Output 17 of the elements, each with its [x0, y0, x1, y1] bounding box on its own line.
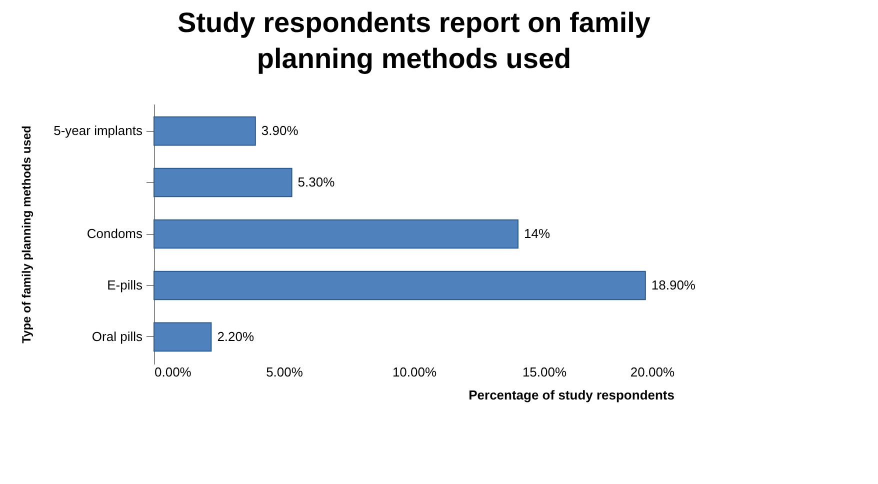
- y-tick-label: 5-year implants: [54, 123, 143, 138]
- x-tick-label: 20.00%: [630, 364, 675, 380]
- data-label: 18.90%: [651, 277, 696, 292]
- data-label: 5.30%: [298, 174, 336, 190]
- x-tick-label: 15.00%: [522, 364, 567, 380]
- y-axis-title: Type of family planning methods used: [20, 126, 34, 344]
- x-tick-label: 0.00%: [154, 364, 192, 380]
- y-tick-label: E-pills: [107, 277, 143, 292]
- x-axis-title: Percentage of study respondents: [468, 388, 674, 402]
- data-label: 14%: [524, 226, 550, 241]
- data-label: 2.20%: [217, 328, 254, 344]
- y-tick-label: Condoms: [86, 226, 143, 241]
- x-tick-label: 5.00%: [266, 364, 304, 380]
- chart-title: Study respondents report on family planning methods used: [178, 7, 651, 74]
- x-tick-label: 10.00%: [392, 364, 437, 380]
- data-label: 3.90%: [261, 123, 299, 138]
- y-tick-label: Oral pills: [92, 328, 143, 344]
